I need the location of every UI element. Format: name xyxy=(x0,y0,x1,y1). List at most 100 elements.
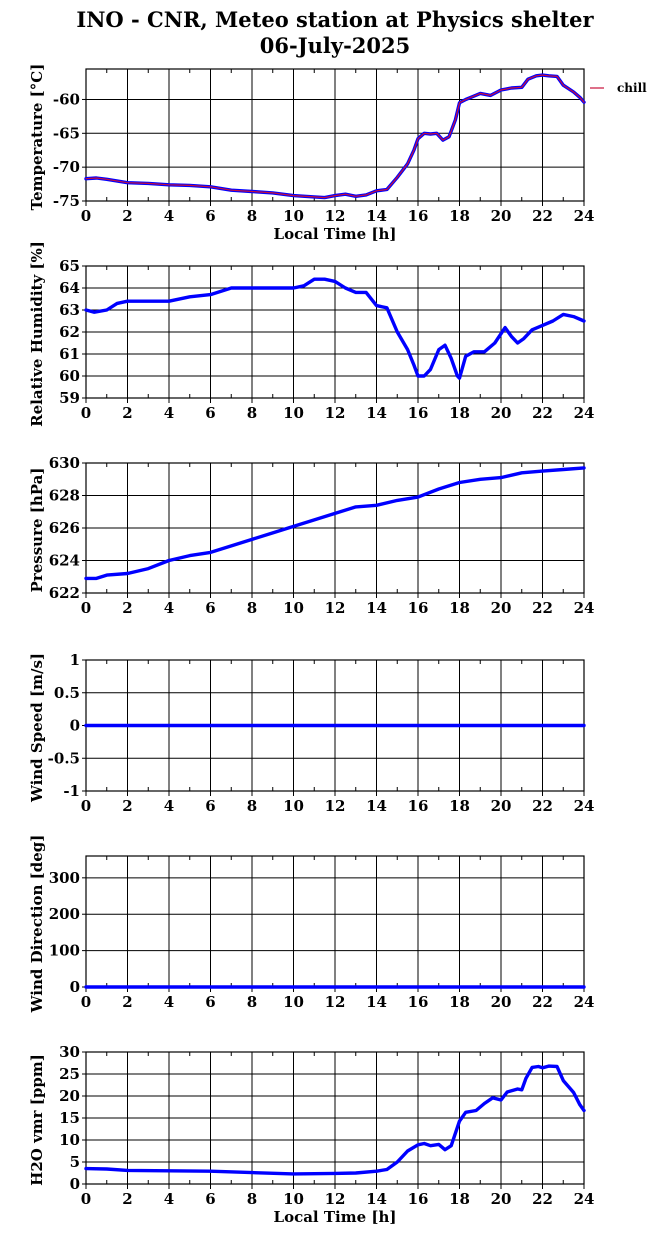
panels-group: 0 2 4 6 8 10 12 14 16 18 20 22 24-75-70-65-60Tempera… xyxy=(28,64,647,1226)
x-tick-label: 2 xyxy=(122,993,132,1011)
panel-1: 0 2 4 6 8 10 12 14 16 18 20 22 2459606162636465Relat… xyxy=(28,241,594,427)
x-tick-label: 8 xyxy=(247,797,257,815)
x-tick-label: 8 xyxy=(247,993,257,1011)
y-axis-label: Relative Humidity [%] xyxy=(28,241,46,427)
y-tick-label: 62 xyxy=(59,323,80,341)
plot-frame xyxy=(85,265,585,399)
series-line-1 xyxy=(85,74,585,199)
chart-title-line1: INO - CNR, Meteo station at Physics shel… xyxy=(76,7,594,32)
x-tick-label: 0 xyxy=(81,993,91,1011)
x-tick-label: 2 xyxy=(122,599,132,617)
y-tick-label: 1 xyxy=(70,651,80,669)
x-tick-label: 0 xyxy=(81,599,91,617)
y-tick-label: 200 xyxy=(49,905,80,923)
y-tick-label: -0.5 xyxy=(48,749,80,767)
panel-2: 0 2 4 6 8 10 12 14 16 18 20 22 24622624626628630Pres… xyxy=(28,454,594,617)
y-tick-label: 0 xyxy=(70,978,80,996)
y-tick-label: 100 xyxy=(49,942,80,960)
x-tick-label: 4 xyxy=(164,1190,174,1208)
series-line-0 xyxy=(84,1064,586,1176)
x-tick-label: 18 xyxy=(449,599,470,617)
x-tick-label: 0 xyxy=(81,1190,91,1208)
y-tick-label: -60 xyxy=(53,90,80,108)
y-tick-label: 60 xyxy=(59,367,80,385)
x-axis-label: Local Time [h] xyxy=(274,225,397,243)
x-tick-label: 24 xyxy=(574,797,595,815)
y-tick-label: 30 xyxy=(59,1043,80,1061)
x-tick-label: 10 xyxy=(283,599,304,617)
grid-lines xyxy=(82,462,585,598)
x-tick-label: 22 xyxy=(532,599,553,617)
x-tick-label: 10 xyxy=(283,993,304,1011)
y-tick-label: 5 xyxy=(70,1153,80,1171)
x-tick-label: 24 xyxy=(574,207,595,225)
x-tick-label: 18 xyxy=(449,207,470,225)
x-tick-label: 16 xyxy=(408,797,429,815)
x-tick-label: 12 xyxy=(325,599,346,617)
series-line-0 xyxy=(84,277,586,380)
x-tick-label: 6 xyxy=(205,207,215,225)
y-tick-label: 65 xyxy=(59,257,80,275)
x-tick-label: 20 xyxy=(491,993,512,1011)
x-tick-label: 12 xyxy=(325,207,346,225)
y-tick-label: 628 xyxy=(49,487,80,505)
x-tick-label: 18 xyxy=(449,404,470,422)
x-tick-label: 0 xyxy=(81,404,91,422)
y-axis-label: Wind Speed [m/s] xyxy=(28,653,46,803)
x-tick-label: 20 xyxy=(491,797,512,815)
x-tick-label: 12 xyxy=(325,797,346,815)
y-axis-label: Wind Direction [deg] xyxy=(28,835,46,1014)
y-tick-label: 59 xyxy=(59,389,80,407)
x-tick-label: 10 xyxy=(283,404,304,422)
x-tick-label: 10 xyxy=(283,797,304,815)
y-axis-label: H2O vmr [ppm] xyxy=(28,1054,46,1186)
x-tick-label: 24 xyxy=(574,404,595,422)
x-tick-label: 8 xyxy=(247,404,257,422)
x-tick-label: 14 xyxy=(366,404,387,422)
x-tick-label: 16 xyxy=(408,993,429,1011)
x-tick-label: 20 xyxy=(491,1190,512,1208)
x-tick-label: 12 xyxy=(325,993,346,1011)
y-tick-label: -65 xyxy=(53,124,80,142)
x-tick-label: 20 xyxy=(491,599,512,617)
series-line-0 xyxy=(84,466,586,581)
x-tick-label: 24 xyxy=(574,1190,595,1208)
y-tick-label: -1 xyxy=(63,782,80,800)
y-tick-label: 630 xyxy=(49,454,80,472)
x-tick-label: 8 xyxy=(247,599,257,617)
x-tick-label: 6 xyxy=(205,1190,215,1208)
plot-frame xyxy=(85,462,585,594)
x-tick-label: 4 xyxy=(164,993,174,1011)
y-tick-label: 626 xyxy=(49,519,80,537)
x-tick-label: 18 xyxy=(449,993,470,1011)
y-tick-label: 63 xyxy=(59,301,80,319)
x-tick-label: 2 xyxy=(122,207,132,225)
y-tick-label: -70 xyxy=(53,158,80,176)
grid-lines xyxy=(82,659,585,796)
y-tick-label: 622 xyxy=(49,584,80,602)
x-tick-label: 24 xyxy=(574,993,595,1011)
x-tick-label: 14 xyxy=(366,993,387,1011)
y-tick-label: 10 xyxy=(59,1131,80,1149)
y-tick-label: 0.5 xyxy=(54,684,80,702)
grid-lines xyxy=(82,856,585,992)
x-tick-label: 2 xyxy=(122,404,132,422)
x-tick-label: 10 xyxy=(283,1190,304,1208)
y-tick-label: 0 xyxy=(70,717,80,735)
x-tick-label: 22 xyxy=(532,1190,553,1208)
y-tick-label: 20 xyxy=(59,1087,80,1105)
x-axis-label: Local Time [h] xyxy=(274,1208,397,1226)
x-tick-label: 12 xyxy=(325,404,346,422)
y-tick-label: 300 xyxy=(49,869,80,887)
y-tick-label: 624 xyxy=(49,552,80,570)
x-tick-label: 16 xyxy=(408,1190,429,1208)
x-tick-label: 20 xyxy=(491,404,512,422)
y-axis-label: Pressure [hPa] xyxy=(28,468,46,593)
x-tick-label: 0 xyxy=(81,797,91,815)
x-tick-label: 14 xyxy=(366,207,387,225)
plot-frame xyxy=(85,68,585,202)
chart-title-line2: 06-July-2025 xyxy=(260,33,411,58)
